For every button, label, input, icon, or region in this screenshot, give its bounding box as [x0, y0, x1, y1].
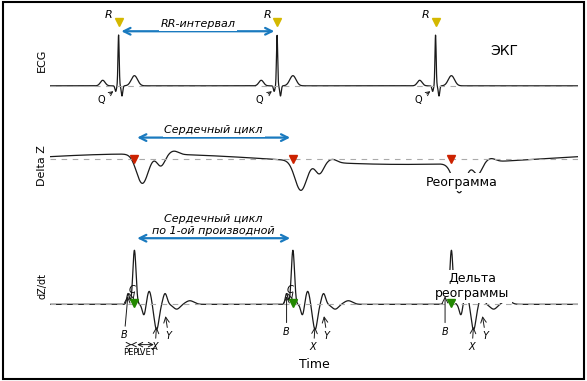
Text: LVET: LVET	[136, 348, 156, 357]
Text: Y: Y	[482, 331, 488, 341]
Text: X: X	[468, 342, 475, 352]
Y-axis label: Delta Z: Delta Z	[37, 145, 47, 186]
Text: C: C	[287, 285, 294, 295]
Text: Дельта
реограммы: Дельта реограммы	[436, 272, 510, 300]
Text: R: R	[105, 10, 113, 20]
Text: Реограмма: Реограмма	[426, 176, 498, 189]
Text: Y: Y	[165, 331, 171, 341]
Text: ЭКГ: ЭКГ	[490, 44, 518, 58]
Text: Q: Q	[414, 92, 430, 106]
Text: B: B	[283, 327, 290, 336]
Text: R: R	[422, 10, 430, 20]
Text: X: X	[151, 342, 158, 352]
Text: Q: Q	[97, 92, 113, 106]
Text: Y: Y	[323, 331, 330, 341]
Text: Сердечный цикл
по 1-ой производной: Сердечный цикл по 1-ой производной	[153, 214, 275, 236]
Text: R: R	[264, 10, 271, 20]
X-axis label: Time: Time	[299, 358, 329, 371]
Y-axis label: ECG: ECG	[37, 49, 47, 72]
Text: X: X	[310, 342, 316, 352]
Text: C: C	[129, 285, 135, 295]
Text: RR-интервал: RR-интервал	[160, 19, 235, 29]
Text: Сердечный цикл: Сердечный цикл	[164, 125, 263, 135]
Text: PEP: PEP	[123, 348, 139, 357]
Text: B: B	[120, 330, 127, 340]
Text: C: C	[446, 285, 452, 295]
Text: B: B	[441, 327, 448, 336]
Y-axis label: dZ/dt: dZ/dt	[37, 273, 47, 299]
Text: Q: Q	[255, 92, 271, 106]
